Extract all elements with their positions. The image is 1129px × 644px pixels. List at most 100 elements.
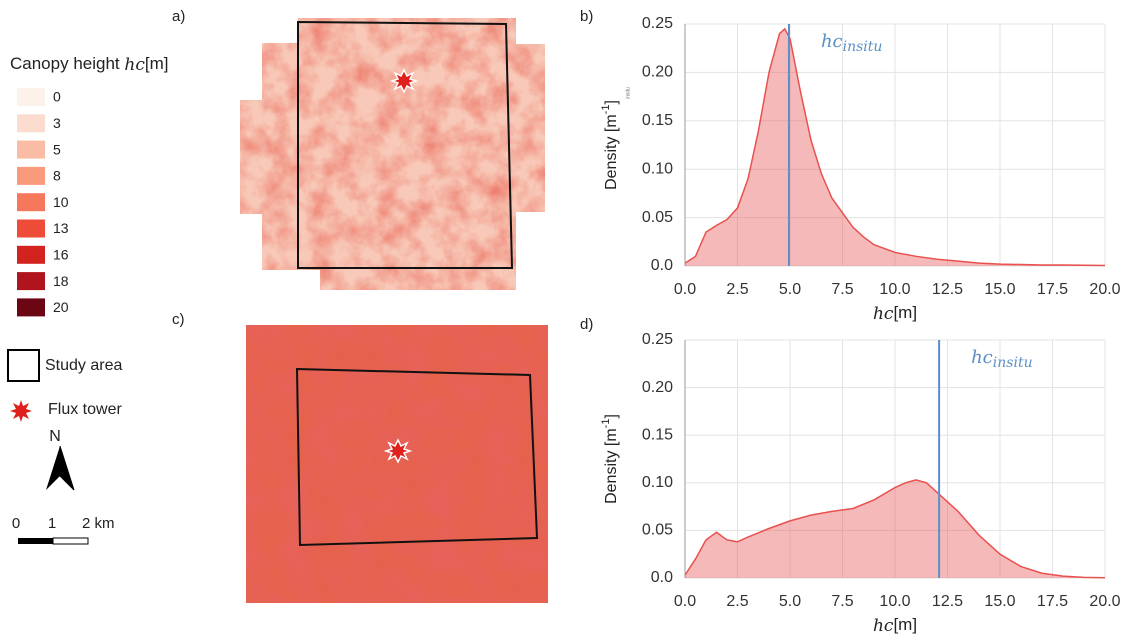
y-axis-label-end: ] <box>603 100 620 104</box>
y-tick-label: 0.20 <box>642 379 673 396</box>
y-axis-label: Density [m-1] <box>600 100 620 190</box>
legend-label: 16 <box>53 247 69 263</box>
y-axis-label-text: Density [m <box>603 428 620 504</box>
x-tick-label: 12.5 <box>932 593 963 610</box>
x-tick-label: 17.5 <box>1037 281 1068 298</box>
map-texture <box>240 18 545 290</box>
legend-title-symbol: hc <box>124 55 145 75</box>
legend-label: 5 <box>53 141 61 157</box>
study-area <box>297 20 514 269</box>
y-tick-label: 0.20 <box>642 64 673 81</box>
density-area <box>685 479 1105 578</box>
north-arrow <box>59 445 75 491</box>
y-axis-label: Density [m-1] <box>600 414 620 504</box>
x-tick-label: 2.5 <box>726 281 748 298</box>
reference-subscript: insitu <box>993 355 1033 371</box>
legend-label: 13 <box>53 220 69 236</box>
legend-title-text: Canopy height <box>10 54 124 73</box>
panel-label: c) <box>172 311 185 328</box>
reference-subscript: insitu <box>843 39 883 55</box>
scale-label: 2 km <box>82 515 115 532</box>
x-tick-label: 10.0 <box>879 593 910 610</box>
x-tick-label: 20.0 <box>1089 281 1120 298</box>
y-tick-label: 0.10 <box>642 474 673 491</box>
legend-label: 8 <box>53 168 61 184</box>
x-axis-symbol: hc <box>873 616 894 636</box>
y-tick-label: 0.05 <box>642 209 673 226</box>
legend-swatch <box>17 272 45 291</box>
x-tick-label: 2.5 <box>726 593 748 610</box>
y-axis-label-end: ] <box>603 414 620 418</box>
x-tick-label: 7.5 <box>831 281 853 298</box>
legend-label: 18 <box>53 273 69 289</box>
y-tick-label: 0.0 <box>651 257 673 274</box>
y-tick-label: 0.0 <box>651 569 673 586</box>
scale-label: 0 <box>12 515 20 532</box>
x-tick-label: 12.5 <box>932 281 963 298</box>
x-tick-label: 5.0 <box>779 281 801 298</box>
x-axis-unit: [m] <box>893 303 917 322</box>
study-area <box>295 367 539 547</box>
legend-swatch <box>17 140 45 159</box>
legend-label: Study area <box>45 357 122 374</box>
study-area-symbol <box>7 349 40 382</box>
legend-swatch <box>17 166 45 185</box>
reference-symbol: hc <box>821 31 843 52</box>
panel-label: d) <box>580 316 593 333</box>
legend-label: 3 <box>53 115 61 131</box>
density-area <box>685 28 1105 267</box>
x-tick-label: 20.0 <box>1089 593 1120 610</box>
legend-label: 10 <box>53 194 69 210</box>
x-tick-label: 0.0 <box>674 281 696 298</box>
north-arrow <box>46 446 60 490</box>
legend-title-unit: [m] <box>145 54 169 73</box>
y-tick-label: 0.15 <box>642 112 673 129</box>
map-c <box>246 325 548 603</box>
x-axis-symbol: hc <box>873 304 894 324</box>
y-tick-label: 0.10 <box>642 160 673 177</box>
x-tick-label: 15.0 <box>984 281 1015 298</box>
x-tick-label: 10.0 <box>879 281 910 298</box>
north-label: N <box>49 428 61 445</box>
flux-tower-symbol <box>10 400 32 422</box>
density-line <box>684 479 1106 579</box>
x-tick-label: 7.5 <box>831 593 853 610</box>
legend-swatch <box>17 88 45 106</box>
x-axis-unit: [m] <box>893 615 917 634</box>
scale-bar <box>18 538 53 544</box>
legend-swatch <box>17 245 45 264</box>
reference-symbol: hc <box>971 347 993 368</box>
legend-label: 20 <box>53 299 69 315</box>
x-tick-label: 15.0 <box>984 593 1015 610</box>
x-tick-label: 17.5 <box>1037 593 1068 610</box>
flux-tower <box>389 68 419 94</box>
color-legend: 0 3 5 8 10 13 16 18 20 <box>17 88 69 317</box>
legend-swatch <box>17 298 45 317</box>
reference-label: hcinsitu <box>821 31 883 55</box>
map-texture <box>246 325 548 603</box>
y-tick-label: 0.25 <box>642 15 673 32</box>
panel-label: b) <box>580 8 593 25</box>
y-tick-label: 0.25 <box>642 331 673 348</box>
legend-title: Canopy height hc[m] <box>10 54 168 74</box>
density-line <box>684 27 1106 267</box>
y-tick-label: 0.15 <box>642 426 673 443</box>
scale-bar <box>52 537 89 545</box>
x-axis-label: hc[m] <box>873 615 917 635</box>
x-tick-label: 0.0 <box>674 593 696 610</box>
legend-swatch <box>17 114 45 133</box>
y-axis-label-text: Density [m <box>603 114 620 190</box>
map-a <box>240 18 545 290</box>
y-tick-label: 0.05 <box>642 522 673 539</box>
scale-label: 1 <box>48 515 56 532</box>
legend-swatch <box>17 219 45 238</box>
legend-label: 0 <box>53 89 61 105</box>
flux-tower <box>383 438 413 464</box>
legend-label: Flux tower <box>48 401 122 418</box>
y-axis-label-sup: -1 <box>600 419 612 429</box>
legend-swatch <box>17 193 45 212</box>
panel-label: a) <box>172 8 185 25</box>
x-axis-label: hc[m] <box>873 303 917 323</box>
y-axis-note: insitu <box>625 87 631 99</box>
